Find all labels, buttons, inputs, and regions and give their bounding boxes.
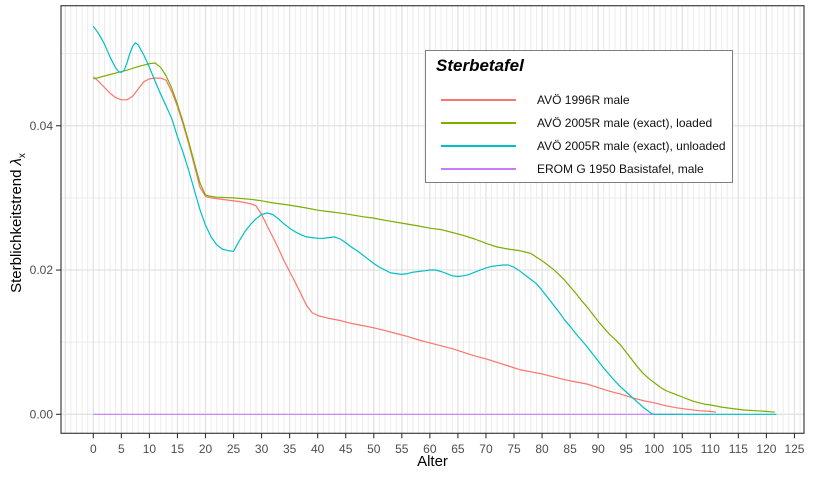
legend-key-line-erom-g-1950 [441,167,516,170]
x-tick-label: 60 [423,442,437,456]
x-tick-label: 105 [672,442,692,456]
legend-title: Sterbetafel [436,56,524,75]
y-tick-label: 0.04 [30,119,54,133]
series-line-avo-1996r-male [92,76,716,413]
x-tick-label: 65 [451,442,465,456]
x-tick-label: 95 [620,442,634,456]
y-axis-title-text: Sterblichkeitstrend [8,169,25,293]
x-tick-label: 40 [311,442,325,456]
y-axis-title: Sterblichkeitstrend λx [6,63,28,383]
x-tick-label: 120 [756,442,776,456]
x-tick-label: 80 [535,442,549,456]
x-tick-label: 55 [395,442,409,456]
legend-item-label: AVÖ 1996R male [537,92,630,107]
legend-item-label: AVÖ 2005R male (exact), unloaded [537,138,726,153]
x-tick-label: 75 [507,442,521,456]
series-line-avo-2005r-unloaded [92,25,777,415]
x-tick-label: 30 [255,442,269,456]
legend-key-line-avo-1996r-male [441,98,516,101]
x-tick-label: 115 [729,442,748,456]
series-line-avo-2005r-loaded [93,62,775,413]
x-tick-label: 35 [283,442,297,456]
x-tick-label: 100 [644,442,664,456]
x-tick-label: 90 [591,442,605,456]
y-tick-label: 0.00 [30,408,54,422]
x-tick-label: 110 [701,442,720,456]
y-tick-label: 0.02 [30,263,54,277]
x-tick-label: 125 [784,442,804,456]
x-tick-label: 45 [339,442,353,456]
x-tick-label: 20 [199,442,213,456]
lambda-subscript: x [17,153,28,159]
panel-border [60,5,805,434]
legend-item-avo-2005r-loaded: AVÖ 2005R male (exact), loaded [426,111,732,134]
legend-key-line-avo-2005r-unloaded [441,144,516,147]
x-tick-label: 50 [367,442,381,456]
x-tick-label: 25 [227,442,241,456]
x-tick-label: 10 [143,442,157,456]
legend-item-avo-1996r-male: AVÖ 1996R male [426,88,732,111]
x-tick-label: 0 [90,442,97,456]
legend-item-erom-g-1950: EROM G 1950 Basistafel, male [426,157,732,180]
lambda-symbol: λ [8,158,25,166]
legend-items: AVÖ 1996R male AVÖ 2005R male (exact), lo… [426,88,732,180]
legend-box: Sterbetafel AVÖ 1996R male AVÖ 2005R male… [425,50,733,183]
legend-item-avo-2005r-unloaded: AVÖ 2005R male (exact), unloaded [426,134,732,157]
x-axis-title: Alter [417,453,448,470]
legend-item-label: EROM G 1950 Basistafel, male [537,161,704,176]
x-tick-label: 85 [563,442,577,456]
legend-item-label: AVÖ 2005R male (exact), loaded [537,115,713,130]
x-tick-label: 15 [171,442,185,456]
x-tick-label: 70 [479,442,493,456]
legend-key-line-avo-2005r-loaded [441,121,516,124]
x-tick-label: 5 [118,442,125,456]
